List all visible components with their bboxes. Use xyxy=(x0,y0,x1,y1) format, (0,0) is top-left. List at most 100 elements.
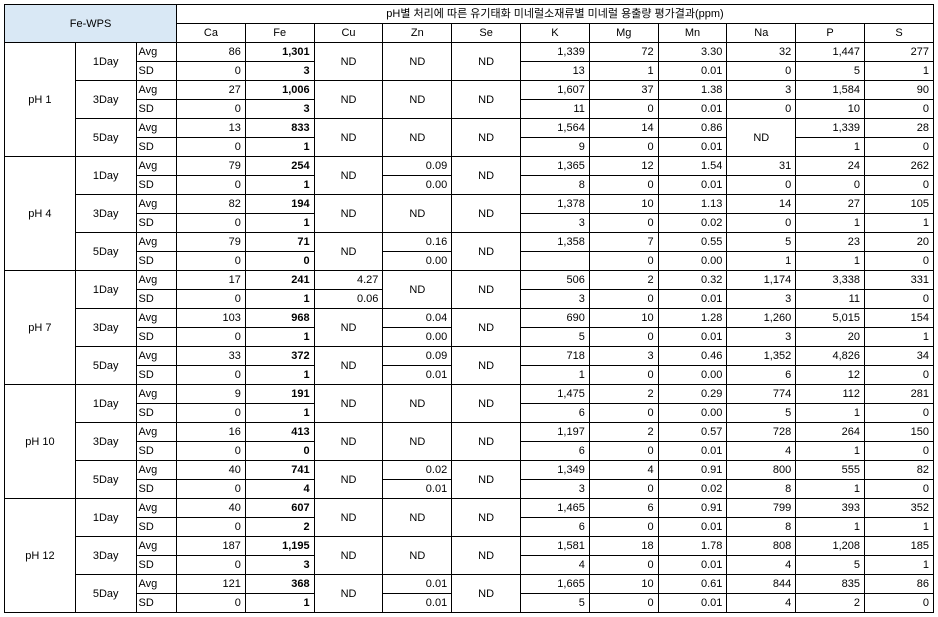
table-row: 3DayAvg1871,195NDNDND1,581181.788081,208… xyxy=(5,537,934,556)
ph-label: pH 1 xyxy=(5,43,76,157)
day-label: 3Day xyxy=(75,309,136,347)
cell-Mg: 2 xyxy=(589,271,658,290)
stat-label: Avg xyxy=(136,385,177,404)
cell-Mn: 0.01 xyxy=(658,62,727,81)
cell-Na: 728 xyxy=(727,423,796,442)
cell-S: 150 xyxy=(865,423,934,442)
cell-Mg: 0 xyxy=(589,480,658,499)
cell-P: 5 xyxy=(796,556,865,575)
cell-S: 0 xyxy=(865,290,934,309)
cell-Ca: 0 xyxy=(177,594,246,613)
cell-Ca: 121 xyxy=(177,575,246,594)
cell-Na: 844 xyxy=(727,575,796,594)
cell-S: 1 xyxy=(865,214,934,233)
cell-P: 12 xyxy=(796,366,865,385)
cell-Cu: ND xyxy=(314,157,383,195)
cell-Ca: 79 xyxy=(177,233,246,252)
day-label: 1Day xyxy=(75,385,136,423)
cell-Na: ND xyxy=(727,119,796,157)
cell-K: 1,665 xyxy=(521,575,590,594)
stat-label: SD xyxy=(136,176,177,195)
cell-Zn: ND xyxy=(383,537,452,575)
col-Fe: Fe xyxy=(245,24,314,43)
cell-Ca: 0 xyxy=(177,366,246,385)
stat-label: SD xyxy=(136,518,177,537)
cell-Ca: 0 xyxy=(177,100,246,119)
cell-Mg: 18 xyxy=(589,537,658,556)
cell-Mn: 0.01 xyxy=(658,176,727,195)
stat-label: SD xyxy=(136,214,177,233)
cell-Fe: 1 xyxy=(245,214,314,233)
cell-Na: 32 xyxy=(727,43,796,62)
cell-Ca: 0 xyxy=(177,556,246,575)
cell-Mn: 0.01 xyxy=(658,100,727,119)
cell-Mg: 6 xyxy=(589,499,658,518)
cell-S: 86 xyxy=(865,575,934,594)
cell-Mn: 1.78 xyxy=(658,537,727,556)
cell-Mn: 1.54 xyxy=(658,157,727,176)
col-P: P xyxy=(796,24,865,43)
cell-Mn: 0.91 xyxy=(658,499,727,518)
cell-Fe: 241 xyxy=(245,271,314,290)
cell-K: 8 xyxy=(521,176,590,195)
cell-K: 13 xyxy=(521,62,590,81)
cell-Fe: 1,006 xyxy=(245,81,314,100)
cell-Fe: 3 xyxy=(245,556,314,575)
table-row: pH 121DayAvg40607NDNDND1,46560.917993933… xyxy=(5,499,934,518)
cell-Mg: 2 xyxy=(589,423,658,442)
cell-Ca: 0 xyxy=(177,290,246,309)
cell-Mn: 0.00 xyxy=(658,404,727,423)
cell-Fe: 3 xyxy=(245,100,314,119)
cell-Ca: 0 xyxy=(177,62,246,81)
cell-P: 1 xyxy=(796,404,865,423)
cell-K: 506 xyxy=(521,271,590,290)
day-label: 3Day xyxy=(75,195,136,233)
cell-Fe: 741 xyxy=(245,461,314,480)
cell-Mn: 0.57 xyxy=(658,423,727,442)
cell-Fe: 0 xyxy=(245,252,314,271)
stat-label: Avg xyxy=(136,195,177,214)
day-label: 3Day xyxy=(75,537,136,575)
cell-P: 1,447 xyxy=(796,43,865,62)
cell-Mg: 4 xyxy=(589,461,658,480)
cell-K: 3 xyxy=(521,480,590,499)
cell-Cu: 4.27 xyxy=(314,271,383,290)
cell-K: 718 xyxy=(521,347,590,366)
cell-Na: 0 xyxy=(727,100,796,119)
cell-Se: ND xyxy=(452,43,521,81)
cell-Ca: 0 xyxy=(177,480,246,499)
cell-Ca: 33 xyxy=(177,347,246,366)
cell-Na: 774 xyxy=(727,385,796,404)
cell-Zn: 0.00 xyxy=(383,176,452,195)
stat-label: SD xyxy=(136,328,177,347)
cell-Zn: 0.09 xyxy=(383,157,452,176)
day-label: 3Day xyxy=(75,423,136,461)
cell-Mn: 0.86 xyxy=(658,119,727,138)
col-Mg: Mg xyxy=(589,24,658,43)
cell-Se: ND xyxy=(452,195,521,233)
cell-K: 690 xyxy=(521,309,590,328)
cell-K: 1,197 xyxy=(521,423,590,442)
cell-Fe: 4 xyxy=(245,480,314,499)
cell-Mg: 2 xyxy=(589,385,658,404)
cell-Na: 5 xyxy=(727,233,796,252)
cell-Cu: ND xyxy=(314,499,383,537)
cell-Mn: 3.30 xyxy=(658,43,727,62)
cell-Se: ND xyxy=(452,423,521,461)
cell-Se: ND xyxy=(452,233,521,271)
stat-label: SD xyxy=(136,594,177,613)
stat-label: SD xyxy=(136,290,177,309)
cell-S: 0 xyxy=(865,594,934,613)
cell-P: 1,208 xyxy=(796,537,865,556)
stat-label: SD xyxy=(136,138,177,157)
stat-label: SD xyxy=(136,480,177,499)
cell-Mn: 0.02 xyxy=(658,214,727,233)
cell-S: 0 xyxy=(865,176,934,195)
cell-Fe: 1 xyxy=(245,594,314,613)
col-Mn: Mn xyxy=(658,24,727,43)
cell-Se: ND xyxy=(452,81,521,119)
cell-Cu: ND xyxy=(314,195,383,233)
cell-Ca: 79 xyxy=(177,157,246,176)
cell-Zn: ND xyxy=(383,271,452,309)
cell-Na: 799 xyxy=(727,499,796,518)
